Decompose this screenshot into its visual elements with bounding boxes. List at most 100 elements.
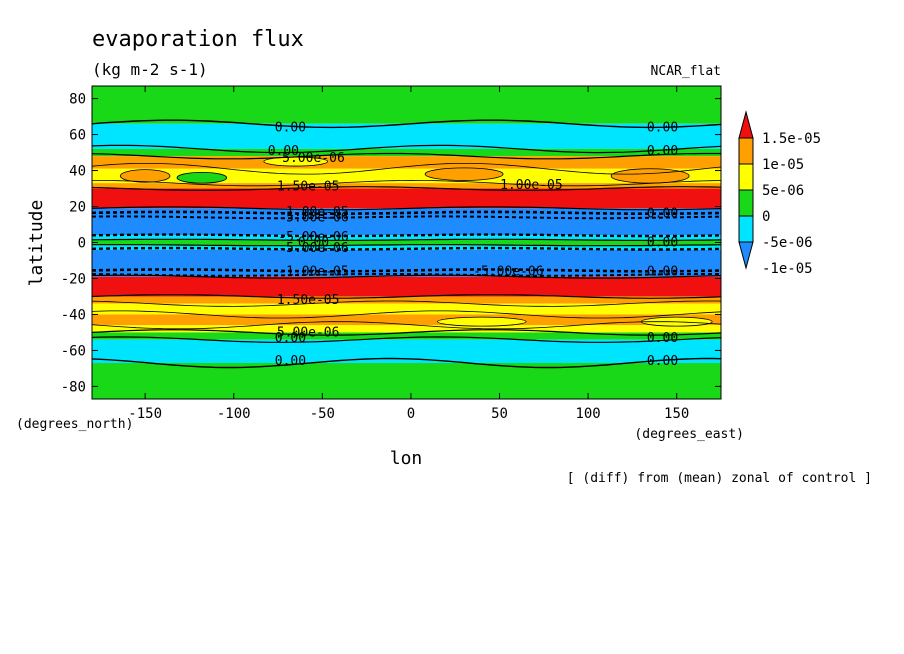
- contour-band: [92, 325, 721, 333]
- filled-contour-bands: [92, 86, 721, 399]
- contour-line: [92, 300, 721, 307]
- colorbar-arrow-bottom: [738, 241, 754, 270]
- contour-band: [92, 363, 721, 399]
- y-tick-label: 60: [69, 128, 86, 144]
- contour-label: 5.00e-06: [277, 325, 340, 340]
- contour-label: 1.50e-05: [277, 180, 340, 195]
- contour-label: 0.00: [647, 331, 678, 346]
- contour-line: [92, 310, 721, 319]
- contour-band: [92, 339, 721, 364]
- colorbar-label: 0: [762, 209, 770, 225]
- contour-label: -5.00e-06: [473, 264, 543, 279]
- contour-line: [92, 244, 721, 247]
- y-tick-label: 80: [69, 92, 86, 108]
- contour-band: [92, 215, 721, 236]
- y-tick-label: 40: [69, 164, 86, 180]
- contour-label: 0.00: [647, 120, 678, 135]
- colorbar-arrow-top: [738, 110, 754, 139]
- contour-line: [92, 163, 721, 175]
- colorbar-segment: [738, 137, 754, 165]
- contour-band: [92, 148, 721, 157]
- contour-label: 0.00: [647, 264, 678, 279]
- contour-blob: [610, 168, 690, 184]
- model-label: NCAR_flat: [651, 64, 721, 79]
- contour-band: [92, 303, 721, 315]
- y-axis: -80 -60 -40 -20 0 20 40 60 80: [61, 92, 721, 395]
- contour-blob: [437, 316, 527, 327]
- footnote: [ (diff) from (mean) zonal of control ]: [567, 471, 872, 486]
- x-tick-label: -150: [128, 406, 162, 422]
- colorbar: 1.5e-05 1e-05 5e-06 0 -5e-06 -1e-05: [738, 110, 821, 277]
- contour-label: 0.00: [275, 331, 306, 346]
- contour-band: [92, 249, 721, 270]
- contour-band: [92, 245, 721, 250]
- x-tick-label: 50: [491, 406, 508, 422]
- contour-label: 0.00: [647, 207, 678, 222]
- contour-band: [92, 168, 721, 184]
- colorbar-segment: [738, 189, 754, 217]
- colorbar-segment: [738, 215, 754, 243]
- contour-line: [92, 119, 721, 129]
- contour-line: [92, 357, 721, 369]
- contour-band: [92, 239, 721, 246]
- contour-band: [92, 86, 721, 124]
- colorbar-label: 1e-05: [762, 157, 804, 173]
- contour-line: [92, 294, 721, 299]
- x-axis-title: lon: [390, 448, 423, 469]
- contour-label: -1.00e-05: [278, 264, 348, 279]
- contour-band: [92, 188, 721, 209]
- contour-label: 0.00: [275, 354, 306, 369]
- contour-blob: [424, 167, 504, 181]
- contour-line: [92, 152, 721, 160]
- y-unit-label: (degrees_north): [16, 417, 133, 432]
- contour-label: -5.00e-06: [278, 241, 348, 256]
- contour-blob: [119, 169, 171, 183]
- contour-label: 0.00: [647, 236, 678, 251]
- colorbar-label: -5e-06: [762, 235, 813, 251]
- contour-label: 0.00: [647, 144, 678, 159]
- x-tick-label: 100: [575, 406, 600, 422]
- y-tick-label: -20: [61, 271, 86, 287]
- contour-line: [92, 144, 721, 154]
- x-axis: -150 -100 -50 0 50 100 150: [128, 86, 689, 422]
- colorbar-label: -1e-05: [762, 261, 813, 277]
- contour-band: [92, 123, 721, 149]
- contour-line: [92, 186, 721, 191]
- contour-label: 0.00: [275, 120, 306, 135]
- contour-line: [92, 206, 721, 211]
- contour-line: [92, 336, 721, 343]
- contour-label: -5.00e-06: [278, 210, 348, 225]
- y-tick-label: -80: [61, 379, 86, 395]
- contour-label: 0.00: [298, 236, 329, 251]
- x-tick-label: 150: [664, 406, 689, 422]
- contour-band: [92, 276, 721, 297]
- contour-band: [92, 269, 721, 277]
- y-axis-title: latitude: [26, 200, 47, 287]
- contour-band: [92, 235, 721, 240]
- colorbar-segment: [738, 163, 754, 191]
- contour-line: [92, 238, 721, 241]
- contour-band: [92, 208, 721, 216]
- x-tick-label: -50: [310, 406, 335, 422]
- contour-band: [92, 314, 721, 326]
- colorbar-label: 1.5e-05: [762, 131, 821, 147]
- contour-line: [92, 179, 721, 187]
- contour-label: 1.50e-05: [277, 293, 340, 308]
- contour-label: -5.00e-06: [278, 230, 348, 245]
- chart-title: evaporation flux: [92, 27, 304, 52]
- x-tick-label: 0: [407, 406, 415, 422]
- contour-label: -1.00e-05: [278, 205, 348, 220]
- contour-label: 5.00e-06: [282, 151, 345, 166]
- contour-line: [92, 321, 721, 330]
- chart-units: (kg m-2 s-1): [92, 60, 208, 79]
- x-unit-label: (degrees_east): [634, 427, 744, 442]
- contour-label: 0.00: [268, 144, 299, 159]
- contour-band: [92, 332, 721, 340]
- contour-band: [92, 183, 721, 189]
- y-tick-label: 0: [78, 236, 86, 252]
- contour-label: 0.00: [647, 354, 678, 369]
- y-tick-label: 20: [69, 200, 86, 216]
- contour-label: 1.00e-05: [500, 178, 563, 193]
- contour-band: [92, 296, 721, 304]
